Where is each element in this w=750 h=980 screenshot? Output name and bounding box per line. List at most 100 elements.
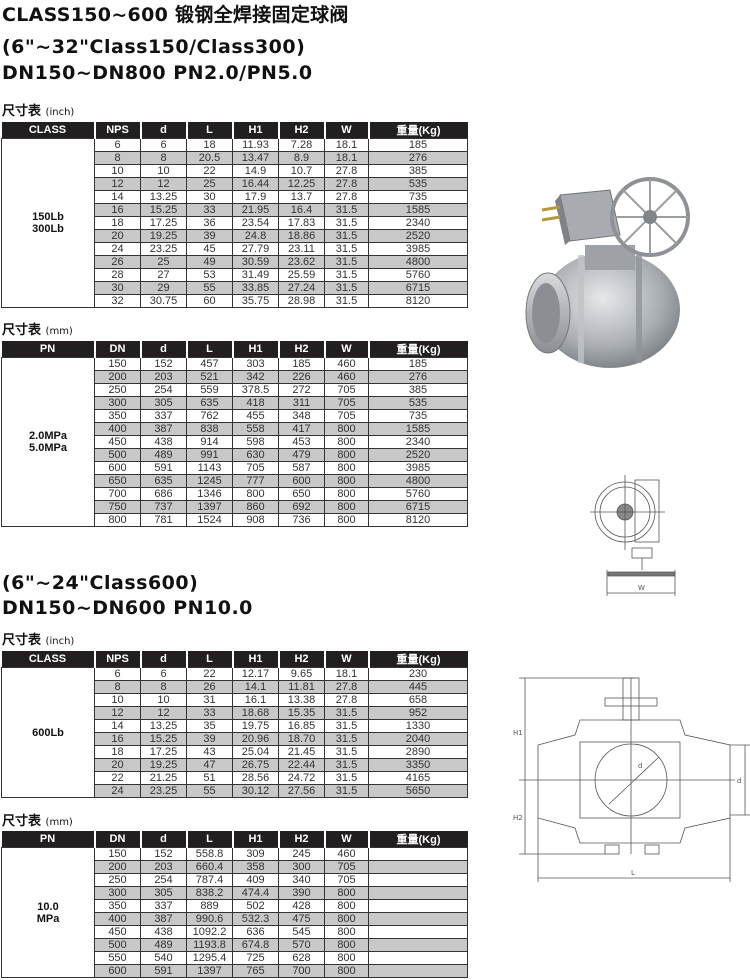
table-cell: 908 (232, 513, 279, 527)
table-cell (368, 847, 468, 861)
table-row: 20 19.25 39 24.8 18.86 31.5 2520 (2, 229, 468, 243)
table-cell: 23.25 (140, 784, 187, 798)
column-header: L (186, 341, 234, 358)
table-cell: 914 (186, 435, 233, 449)
table-cell: 1295.4 (186, 951, 233, 965)
table-cell: 1397 (186, 500, 233, 514)
table-cell: 2040 (368, 732, 468, 746)
table-row: 300 305 635 418 311 705 535 (2, 396, 468, 410)
table-cell: 800 (324, 912, 369, 926)
table-cell: 705 (324, 396, 369, 410)
table-cell: 705 (324, 860, 369, 874)
table-cell: 14 (94, 190, 141, 204)
group-cell: 600Lb (1, 667, 95, 798)
table-cell: 800 (324, 951, 369, 965)
table-cell: 545 (278, 925, 325, 939)
table-cell: 765 (232, 964, 279, 978)
table-cell: 16.1 (232, 693, 279, 707)
table-cell: 28 (94, 268, 141, 282)
table-cell: 860 (232, 500, 279, 514)
table-cell (368, 912, 468, 926)
table-cell: 31.5 (324, 745, 369, 759)
table-cell: 250 (94, 873, 141, 887)
table-cell: 800 (324, 435, 369, 449)
table-cell: 18.1 (324, 667, 369, 681)
table-cell: 185 (278, 357, 325, 371)
table-cell: 800 (324, 461, 369, 475)
table-cell: 2340 (368, 216, 468, 230)
table-cell: 2890 (368, 745, 468, 759)
table-cell: 28.98 (278, 294, 325, 308)
table-cell: 31.5 (324, 706, 369, 720)
table-cell: 8120 (368, 294, 468, 308)
size-table-caption-inch: 尺寸表 (inch) (2, 629, 74, 648)
table-cell: 31.5 (324, 203, 369, 217)
table-cell: 10 (94, 693, 141, 707)
group-label: 600Lb (32, 726, 64, 739)
table-cell: 358 (232, 860, 279, 874)
caption-text: 尺寸表 (2, 104, 42, 119)
table-cell (368, 951, 468, 965)
table-row: 28 27 53 31.49 25.59 31.5 5760 (2, 268, 468, 282)
table-cell: 226 (278, 370, 325, 384)
table-cell: 31.5 (324, 758, 369, 772)
column-header: L (186, 122, 234, 139)
column-header: 重量(Kg) (368, 831, 468, 848)
table-cell: 660.4 (186, 860, 233, 874)
label-w: W (638, 584, 645, 592)
table-cell: 55 (186, 784, 233, 798)
table-cell: 276 (368, 370, 468, 384)
table-cell: 20.5 (186, 151, 233, 165)
table-cell (368, 925, 468, 939)
header-row: CLASS NPS d L H1 H2 W 重量(Kg) (1, 122, 468, 139)
table-cell: 27.24 (278, 281, 325, 295)
table-cell: 350 (94, 899, 141, 913)
dimension-table-inch-150-300: CLASS NPS d L H1 H2 W 重量(Kg) 150Lb 300Lb 6 6 18 11.93… (1, 122, 468, 308)
table-row: 10.0 MPa 150 152 558.8 309 245 460 (1, 847, 468, 978)
table-cell: 18 (94, 216, 141, 230)
table-cell: 300 (94, 396, 141, 410)
header-row: PN DN d L H1 H2 W 重量(Kg) (1, 831, 468, 848)
table-cell: 23.54 (232, 216, 279, 230)
table-cell: 658 (368, 693, 468, 707)
table-row: 350 337 889 502 428 800 (2, 899, 468, 913)
table-cell: 230 (368, 667, 468, 681)
table-cell: 35 (186, 719, 233, 733)
table-row: 500 489 991 630 479 800 2520 (2, 448, 468, 462)
table-cell: 31.5 (324, 242, 369, 256)
page-title: CLASS150~600 锻钢全焊接固定球阀 (2, 4, 349, 26)
table-cell: 17.25 (140, 216, 187, 230)
table-cell: 24 (94, 784, 141, 798)
table-cell: 3985 (368, 242, 468, 256)
table-cell: 39 (186, 732, 233, 746)
table-cell: 51 (186, 771, 233, 785)
dimension-table-mm-pn20-50: PN DN d L H1 H2 W 重量(Kg) 2.0MPa 5.0MPa 150 152 457 30… (1, 341, 468, 527)
table-cell: 272 (278, 383, 325, 397)
table-cell: 303 (232, 357, 279, 371)
table-cell: 6 (94, 667, 141, 681)
table-cell: 1245 (186, 474, 233, 488)
table-cell: 250 (94, 383, 141, 397)
table-cell: 348 (278, 409, 325, 423)
table-cell: 952 (368, 706, 468, 720)
table-cell: 8 (140, 680, 187, 694)
table-cell: 598 (232, 435, 279, 449)
table-cell: 800 (324, 899, 369, 913)
group-cell: 10.0 MPa (1, 847, 95, 978)
table-cell: 305 (140, 886, 187, 900)
column-header: NPS (94, 122, 142, 139)
table-cell: 150 (94, 357, 141, 371)
column-header: DN (94, 831, 142, 848)
column-header: CLASS (1, 122, 96, 139)
table-cell: 15.25 (140, 732, 187, 746)
table-cell: 460 (324, 370, 369, 384)
table-cell: 43 (186, 745, 233, 759)
table-cell: 12 (94, 177, 141, 191)
column-header: d (140, 651, 188, 668)
column-header: H2 (278, 831, 326, 848)
table-cell: 12 (94, 706, 141, 720)
table-cell: 600 (278, 474, 325, 488)
table-cell: 737 (140, 500, 187, 514)
table-cell (368, 899, 468, 913)
group-label: 300Lb (32, 223, 64, 235)
